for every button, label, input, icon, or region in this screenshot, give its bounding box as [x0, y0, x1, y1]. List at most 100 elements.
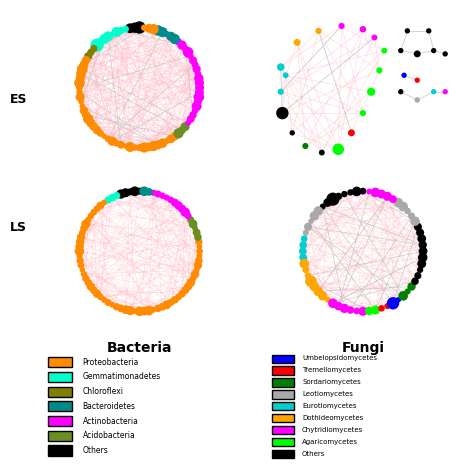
FancyBboxPatch shape: [272, 378, 294, 387]
Point: [413, 96, 421, 104]
Point: [302, 266, 310, 273]
FancyBboxPatch shape: [48, 357, 73, 367]
Point: [76, 79, 83, 87]
Point: [79, 102, 86, 110]
Point: [413, 76, 421, 84]
Point: [189, 275, 197, 283]
Point: [189, 111, 197, 118]
Point: [126, 143, 134, 151]
FancyBboxPatch shape: [48, 386, 73, 397]
Point: [171, 35, 179, 43]
Point: [104, 33, 112, 40]
Text: LS: LS: [9, 221, 27, 234]
FancyBboxPatch shape: [272, 414, 294, 422]
Point: [82, 275, 90, 283]
Point: [122, 189, 129, 197]
Point: [335, 146, 342, 153]
Point: [304, 223, 312, 230]
Point: [441, 88, 449, 96]
Point: [93, 290, 101, 298]
Point: [381, 47, 388, 55]
Point: [90, 209, 98, 216]
Point: [353, 188, 360, 195]
Point: [104, 196, 112, 204]
Point: [131, 188, 138, 195]
Point: [76, 89, 83, 96]
Point: [301, 142, 309, 150]
Point: [418, 260, 426, 267]
FancyBboxPatch shape: [48, 372, 73, 382]
Point: [113, 139, 120, 147]
Point: [100, 35, 108, 43]
Point: [77, 233, 85, 241]
Point: [182, 286, 189, 294]
Point: [300, 241, 307, 249]
Point: [80, 61, 88, 68]
Point: [302, 229, 310, 237]
Point: [184, 212, 192, 219]
Point: [310, 212, 318, 219]
Point: [425, 27, 433, 35]
Point: [187, 53, 194, 60]
Point: [163, 194, 171, 201]
Point: [375, 66, 383, 74]
Point: [167, 33, 175, 40]
FancyBboxPatch shape: [48, 401, 73, 411]
Point: [145, 143, 153, 151]
Point: [400, 292, 407, 300]
Point: [315, 27, 322, 35]
Point: [365, 307, 373, 315]
Point: [191, 61, 199, 68]
Point: [178, 126, 186, 134]
Point: [136, 187, 143, 195]
Point: [178, 205, 186, 212]
Point: [109, 30, 116, 38]
Point: [319, 203, 327, 210]
Point: [77, 262, 85, 269]
Point: [416, 266, 424, 273]
Point: [347, 129, 355, 137]
Point: [359, 26, 367, 33]
Point: [175, 293, 182, 301]
Point: [87, 119, 95, 127]
Point: [404, 207, 411, 215]
Point: [277, 88, 284, 96]
Point: [193, 229, 201, 237]
Point: [346, 306, 354, 314]
Point: [189, 56, 197, 64]
Point: [194, 233, 202, 241]
Point: [154, 305, 162, 312]
Point: [300, 254, 307, 261]
Point: [104, 299, 112, 306]
Point: [335, 192, 342, 200]
Point: [97, 202, 104, 210]
Point: [194, 262, 202, 269]
Point: [117, 305, 125, 312]
Text: Bacteria: Bacteria: [107, 340, 172, 355]
Point: [159, 303, 166, 310]
Point: [191, 270, 199, 278]
Point: [140, 307, 148, 315]
Point: [371, 34, 378, 41]
Point: [76, 93, 84, 101]
Point: [279, 109, 286, 117]
Point: [359, 109, 367, 117]
Point: [372, 306, 379, 314]
Point: [126, 188, 134, 196]
FancyBboxPatch shape: [272, 366, 294, 375]
Point: [299, 247, 307, 255]
Point: [365, 188, 373, 195]
Point: [346, 189, 354, 196]
Point: [97, 293, 104, 301]
Text: Gemmatimonadetes: Gemmatimonadetes: [82, 373, 161, 382]
Point: [131, 144, 138, 151]
Point: [113, 192, 120, 200]
Point: [413, 50, 421, 58]
Point: [84, 115, 92, 123]
Point: [196, 89, 203, 96]
Point: [341, 190, 348, 198]
Point: [301, 260, 308, 267]
Point: [79, 229, 86, 237]
Point: [167, 299, 175, 306]
Point: [154, 190, 162, 198]
